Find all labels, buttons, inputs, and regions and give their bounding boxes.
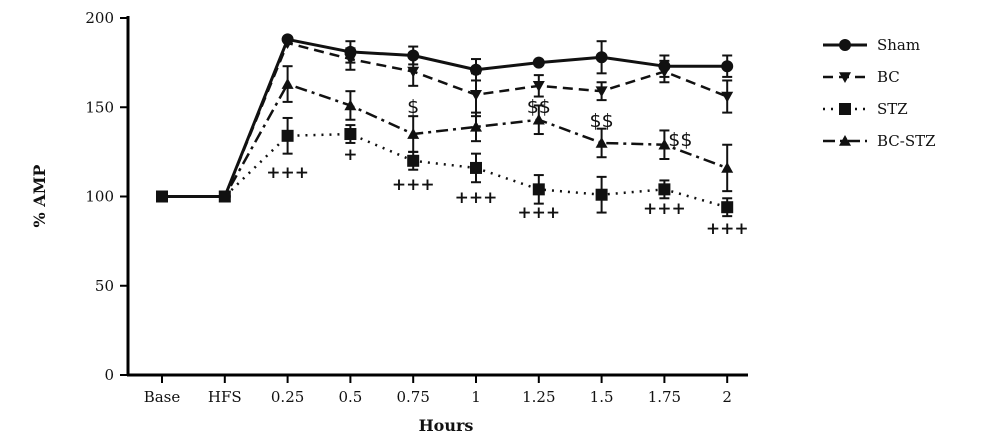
significance-dollar-label: $$ [527,96,551,118]
triangle-up-marker [721,161,734,173]
y-tick-label: 0 [104,366,114,384]
y-tick-label: 100 [85,188,114,206]
square-marker [839,103,851,115]
legend-label: Sham [877,36,920,54]
significance-dollar-label: $ [407,96,419,118]
legend-label: BC [877,68,900,86]
square-marker [281,129,294,142]
x-tick-label: 1.75 [648,388,681,406]
legend-item-bc-stz: BC-STZ [823,132,936,150]
legend-item-stz: STZ [823,100,908,118]
circle-marker [532,56,545,69]
x-tick-label: 1.5 [590,388,614,406]
series-line [162,132,728,209]
x-tick-label: Base [144,388,181,406]
circle-marker [595,51,608,64]
circle-marker [156,190,168,203]
series-line [162,41,728,198]
triangle-up-marker [658,138,671,150]
legend-label: STZ [877,100,908,118]
circle-marker [281,33,294,46]
series-stz [156,116,734,218]
triangle-up-marker [344,99,357,111]
triangle-up-marker [470,120,482,132]
x-axis-title: Hours [419,416,474,435]
annotation-layer: +++++++++++++ ++++++$ $$$$$$ [266,96,748,239]
significance-plus-label: +++ [455,188,498,208]
significance-plus-label: +++ [706,219,749,239]
series-bc-stz [156,65,734,202]
circle-marker [839,39,851,51]
circle-marker [344,45,357,58]
legend: Sham BC STZ BC-STZ [823,36,936,150]
significance-dollar-label: $$ [590,110,614,132]
triangle-up-marker [595,136,608,148]
legend-item-sham: Sham [823,36,920,54]
x-tick-label: 0.75 [396,388,429,406]
x-tick-label: 1.25 [522,388,555,406]
y-tick-label: 200 [85,9,114,27]
square-marker [407,154,420,167]
triangle-down-marker [595,86,608,98]
square-marker [344,128,357,141]
significance-plus-label: + [343,145,357,165]
square-marker [658,183,671,196]
legend-label: BC-STZ [877,132,936,150]
series-sham [156,33,734,203]
triangle-down-marker [839,72,851,83]
significance-plus-label: +++ [517,203,560,223]
x-tick-label: 0.25 [271,388,304,406]
x-tick-label: 0.5 [338,388,362,406]
triangle-down-marker [532,81,545,92]
triangle-up-marker [407,128,420,139]
triangle-up-marker [532,113,545,125]
x-tick-label: 1 [471,388,481,406]
circle-marker [658,60,671,73]
y-axis-title: % AMP [30,165,49,228]
square-marker [721,201,734,214]
triangle-up-marker [839,135,851,146]
square-marker [532,183,545,196]
series-line [162,37,728,198]
significance-plus-label: +++ [392,175,435,195]
significance-plus-label: +++ [643,199,686,219]
circle-marker [218,190,231,203]
triangle-down-marker [470,89,482,101]
circle-marker [721,60,734,73]
x-tick-label: 2 [722,388,732,406]
legend-item-bc: BC [823,68,900,86]
x-tick-label: HFS [208,388,242,406]
square-marker [595,188,608,201]
triangle-down-marker [407,66,420,78]
series-line [162,82,728,198]
significance-plus-label: +++ [266,163,309,183]
y-tick-label: 50 [95,277,114,295]
significance-dollar-label: $$ [668,129,692,151]
circle-marker [407,49,420,62]
triangle-down-marker [721,91,734,103]
series-layer [156,33,734,218]
axes: 0 50 100 150 200 Base HFS 0.25 0.5 0.75 1 1.25 1.5 1.… [85,9,748,406]
circle-marker [470,63,482,76]
triangle-up-marker [281,78,294,89]
square-marker [470,161,482,174]
y-tick-label: 150 [85,98,114,116]
